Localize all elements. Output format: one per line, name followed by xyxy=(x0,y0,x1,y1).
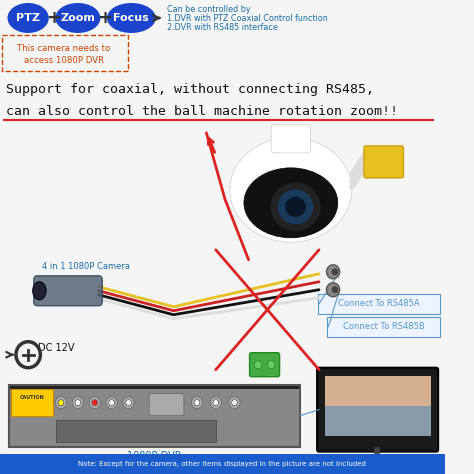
Ellipse shape xyxy=(8,3,49,33)
FancyBboxPatch shape xyxy=(318,294,440,314)
Ellipse shape xyxy=(107,3,156,33)
Ellipse shape xyxy=(210,397,221,409)
Bar xyxy=(9,385,300,447)
Ellipse shape xyxy=(89,397,100,409)
Text: can also control the ball machine rotation zoom!!: can also control the ball machine rotati… xyxy=(6,105,398,118)
Ellipse shape xyxy=(55,397,67,409)
Text: Zoom: Zoom xyxy=(60,13,95,23)
Bar xyxy=(10,386,299,389)
Ellipse shape xyxy=(332,268,338,275)
Text: 4 in 1 1080P Camera: 4 in 1 1080P Camera xyxy=(42,262,130,271)
Text: Monitor: Monitor xyxy=(359,463,396,473)
Text: PTZ: PTZ xyxy=(16,13,40,23)
FancyBboxPatch shape xyxy=(364,146,403,178)
Ellipse shape xyxy=(194,400,200,406)
Ellipse shape xyxy=(213,400,219,406)
Text: Connect To RS485A: Connect To RS485A xyxy=(338,299,420,308)
Ellipse shape xyxy=(254,361,262,369)
Ellipse shape xyxy=(33,282,46,300)
Text: +: + xyxy=(46,9,61,27)
Ellipse shape xyxy=(230,137,352,242)
Text: Connect To RS485B: Connect To RS485B xyxy=(343,322,425,331)
Ellipse shape xyxy=(285,197,306,217)
Ellipse shape xyxy=(229,397,240,409)
Bar xyxy=(325,376,430,436)
Ellipse shape xyxy=(92,400,98,406)
Ellipse shape xyxy=(270,182,321,232)
Text: DC 12V: DC 12V xyxy=(37,343,74,353)
FancyBboxPatch shape xyxy=(249,353,280,377)
FancyBboxPatch shape xyxy=(317,368,438,452)
Text: Can be controlled by: Can be controlled by xyxy=(167,6,251,15)
Bar xyxy=(325,376,430,406)
Ellipse shape xyxy=(267,361,275,369)
Text: 1080P DVR: 1080P DVR xyxy=(128,451,182,461)
Ellipse shape xyxy=(332,286,338,293)
Ellipse shape xyxy=(106,397,117,409)
Text: +: + xyxy=(98,9,113,27)
Text: CAUTION: CAUTION xyxy=(19,395,44,400)
Ellipse shape xyxy=(232,400,237,406)
Text: This camera needs to: This camera needs to xyxy=(17,45,110,54)
Bar xyxy=(0,454,445,474)
Text: Note: Except for the camera, other items displayed in the picture are not includ: Note: Except for the camera, other items… xyxy=(78,461,366,466)
Ellipse shape xyxy=(55,3,100,33)
Text: access 1080P DVR: access 1080P DVR xyxy=(24,56,104,65)
Text: 1.DVR with PTZ Coaxial Control function: 1.DVR with PTZ Coaxial Control function xyxy=(167,15,328,24)
Text: Focus: Focus xyxy=(113,13,149,23)
Ellipse shape xyxy=(191,397,203,409)
Text: Support for coaxial, without connecting RS485,: Support for coaxial, without connecting … xyxy=(6,83,374,96)
Text: 2.DVR with RS485 interface: 2.DVR with RS485 interface xyxy=(167,24,278,33)
Ellipse shape xyxy=(75,400,81,406)
Ellipse shape xyxy=(72,397,83,409)
Ellipse shape xyxy=(278,189,313,224)
Ellipse shape xyxy=(58,400,64,406)
FancyBboxPatch shape xyxy=(328,317,440,337)
FancyBboxPatch shape xyxy=(34,276,102,306)
Ellipse shape xyxy=(327,283,340,297)
Bar xyxy=(325,406,430,436)
Ellipse shape xyxy=(123,397,134,409)
Ellipse shape xyxy=(244,168,338,238)
Ellipse shape xyxy=(126,400,131,406)
FancyBboxPatch shape xyxy=(149,394,184,416)
FancyBboxPatch shape xyxy=(271,125,310,153)
Ellipse shape xyxy=(109,400,114,406)
FancyBboxPatch shape xyxy=(11,389,53,416)
Ellipse shape xyxy=(327,265,340,279)
Bar xyxy=(56,419,216,442)
